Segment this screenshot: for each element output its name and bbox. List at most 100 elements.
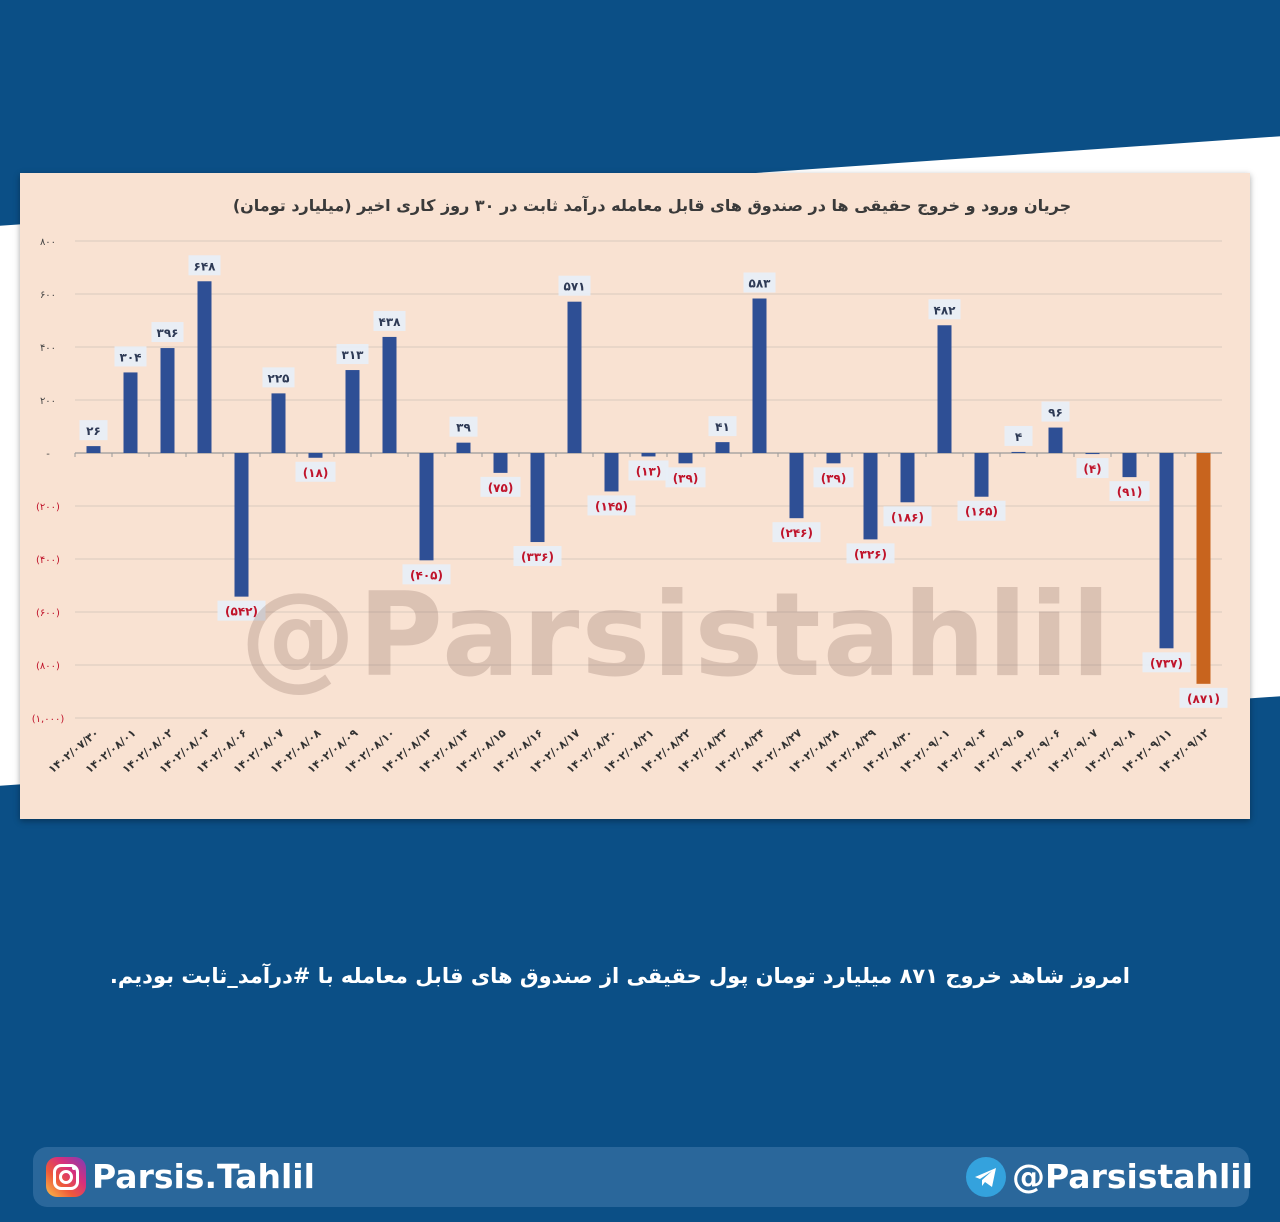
data-label: ۲۲۵ <box>268 371 290 385</box>
data-label-box <box>188 255 221 276</box>
data-label-box <box>373 310 406 331</box>
data-label-box <box>1142 652 1191 673</box>
bar <box>234 453 249 597</box>
bar <box>604 453 619 492</box>
data-label: (۸۷۱) <box>1187 692 1220 706</box>
data-label-box <box>628 460 669 481</box>
data-label-box <box>480 476 521 497</box>
bar <box>789 453 804 519</box>
bar <box>1122 453 1137 478</box>
data-label: (۳۳۶) <box>521 550 554 564</box>
bar <box>1196 453 1211 684</box>
y-tick-label: ۲۰۰ <box>40 396 56 407</box>
data-label-box <box>1076 458 1109 479</box>
bar <box>715 442 730 453</box>
telegram-icon[interactable] <box>966 1157 1006 1197</box>
data-label: ۳۹۶ <box>157 326 179 340</box>
bar <box>1085 453 1100 455</box>
data-label-box <box>114 346 147 367</box>
bar <box>937 325 952 453</box>
data-label: ۴۸۲ <box>934 303 957 317</box>
y-tick-label: (۸۰۰) <box>36 661 60 672</box>
bar <box>974 453 989 497</box>
data-label: (۳۲۶) <box>854 547 887 561</box>
bar <box>1011 451 1026 453</box>
data-label: ۶۴۸ <box>194 259 217 273</box>
bar <box>345 370 360 453</box>
bar <box>419 453 434 561</box>
data-label-box <box>928 299 961 320</box>
data-label: ۳۱۳ <box>342 348 365 362</box>
data-label-box <box>295 461 336 482</box>
bar <box>567 301 582 453</box>
caption-text: امروز شاهد خروج ۸۷۱ میلیارد تومان پول حق… <box>109 964 1130 988</box>
data-label-box <box>665 467 706 488</box>
footer-bar <box>33 1147 1249 1207</box>
bar <box>123 372 138 453</box>
flow-bar-chart: جریان ورود و خروج حقیقی ها در صندوق های … <box>32 195 1228 776</box>
data-label: ۴ <box>1015 430 1022 444</box>
data-label-box <box>1109 481 1150 502</box>
data-label-box <box>217 600 266 621</box>
y-tick-label: - <box>46 449 50 460</box>
y-tick-label: ۸۰۰ <box>40 237 56 248</box>
data-label-box <box>883 506 932 527</box>
data-label-box <box>846 543 895 564</box>
data-label-box <box>1041 401 1070 422</box>
bar <box>456 442 471 453</box>
bar <box>530 453 545 543</box>
bar <box>271 393 286 453</box>
data-label: (۱۴۵) <box>595 499 628 513</box>
y-tick-label: ۶۰۰ <box>40 290 56 301</box>
instagram-handle[interactable]: Parsis.Tahlil <box>92 1157 315 1196</box>
data-label-box <box>402 564 451 585</box>
bar <box>197 281 212 453</box>
chart-card: جریان ورود و خروج حقیقی ها در صندوق های … <box>20 173 1250 819</box>
data-label: (۱۶۵) <box>965 505 998 519</box>
data-label: (۵۴۲) <box>225 605 258 619</box>
data-label: (۳۹) <box>821 471 847 485</box>
y-tick-label: (۶۰۰) <box>36 608 60 619</box>
data-label: ۵۸۳ <box>749 277 772 291</box>
instagram-icon[interactable] <box>46 1157 86 1197</box>
bar <box>493 453 508 473</box>
data-label: (۴۰۵) <box>410 568 443 582</box>
data-label-box <box>336 344 369 365</box>
bar <box>678 453 693 464</box>
data-label-box <box>558 275 591 296</box>
data-label-box <box>1179 687 1228 708</box>
bar <box>1159 453 1174 649</box>
data-label: (۷۵) <box>488 481 514 495</box>
bar <box>641 453 656 457</box>
data-label: ۵۷۱ <box>564 280 586 294</box>
bar <box>308 453 323 458</box>
data-label-box <box>957 500 1006 521</box>
data-label: ۳۹ <box>456 421 471 435</box>
y-tick-label: (۱,۰۰۰) <box>32 714 65 725</box>
bar <box>1048 427 1063 453</box>
data-label-box <box>708 416 737 437</box>
telegram-handle[interactable]: @Parsistahlil <box>1012 1157 1253 1196</box>
y-tick-label: (۴۰۰) <box>36 555 60 566</box>
data-label: ۲۶ <box>86 424 101 438</box>
chart-title: جریان ورود و خروج حقیقی ها در صندوق های … <box>233 195 1071 215</box>
bar <box>752 298 767 453</box>
data-label: (۱۳) <box>636 464 662 478</box>
data-label-box <box>743 272 776 293</box>
bar <box>863 453 878 540</box>
data-label: (۱۸۶) <box>891 510 924 524</box>
data-label: (۱۸) <box>303 466 329 480</box>
data-label-box <box>79 420 108 441</box>
data-label-box <box>1004 425 1033 446</box>
bar <box>826 453 841 464</box>
data-label: (۹۱) <box>1117 485 1143 499</box>
y-tick-label: (۲۰۰) <box>36 502 60 513</box>
data-label-box <box>449 416 478 437</box>
data-label-box <box>262 367 295 388</box>
data-label: (۴) <box>1083 462 1101 476</box>
bar <box>160 348 175 453</box>
bar <box>86 446 101 453</box>
data-label: (۳۹) <box>673 471 699 485</box>
bar <box>900 453 915 503</box>
data-label: ۹۶ <box>1048 406 1063 420</box>
